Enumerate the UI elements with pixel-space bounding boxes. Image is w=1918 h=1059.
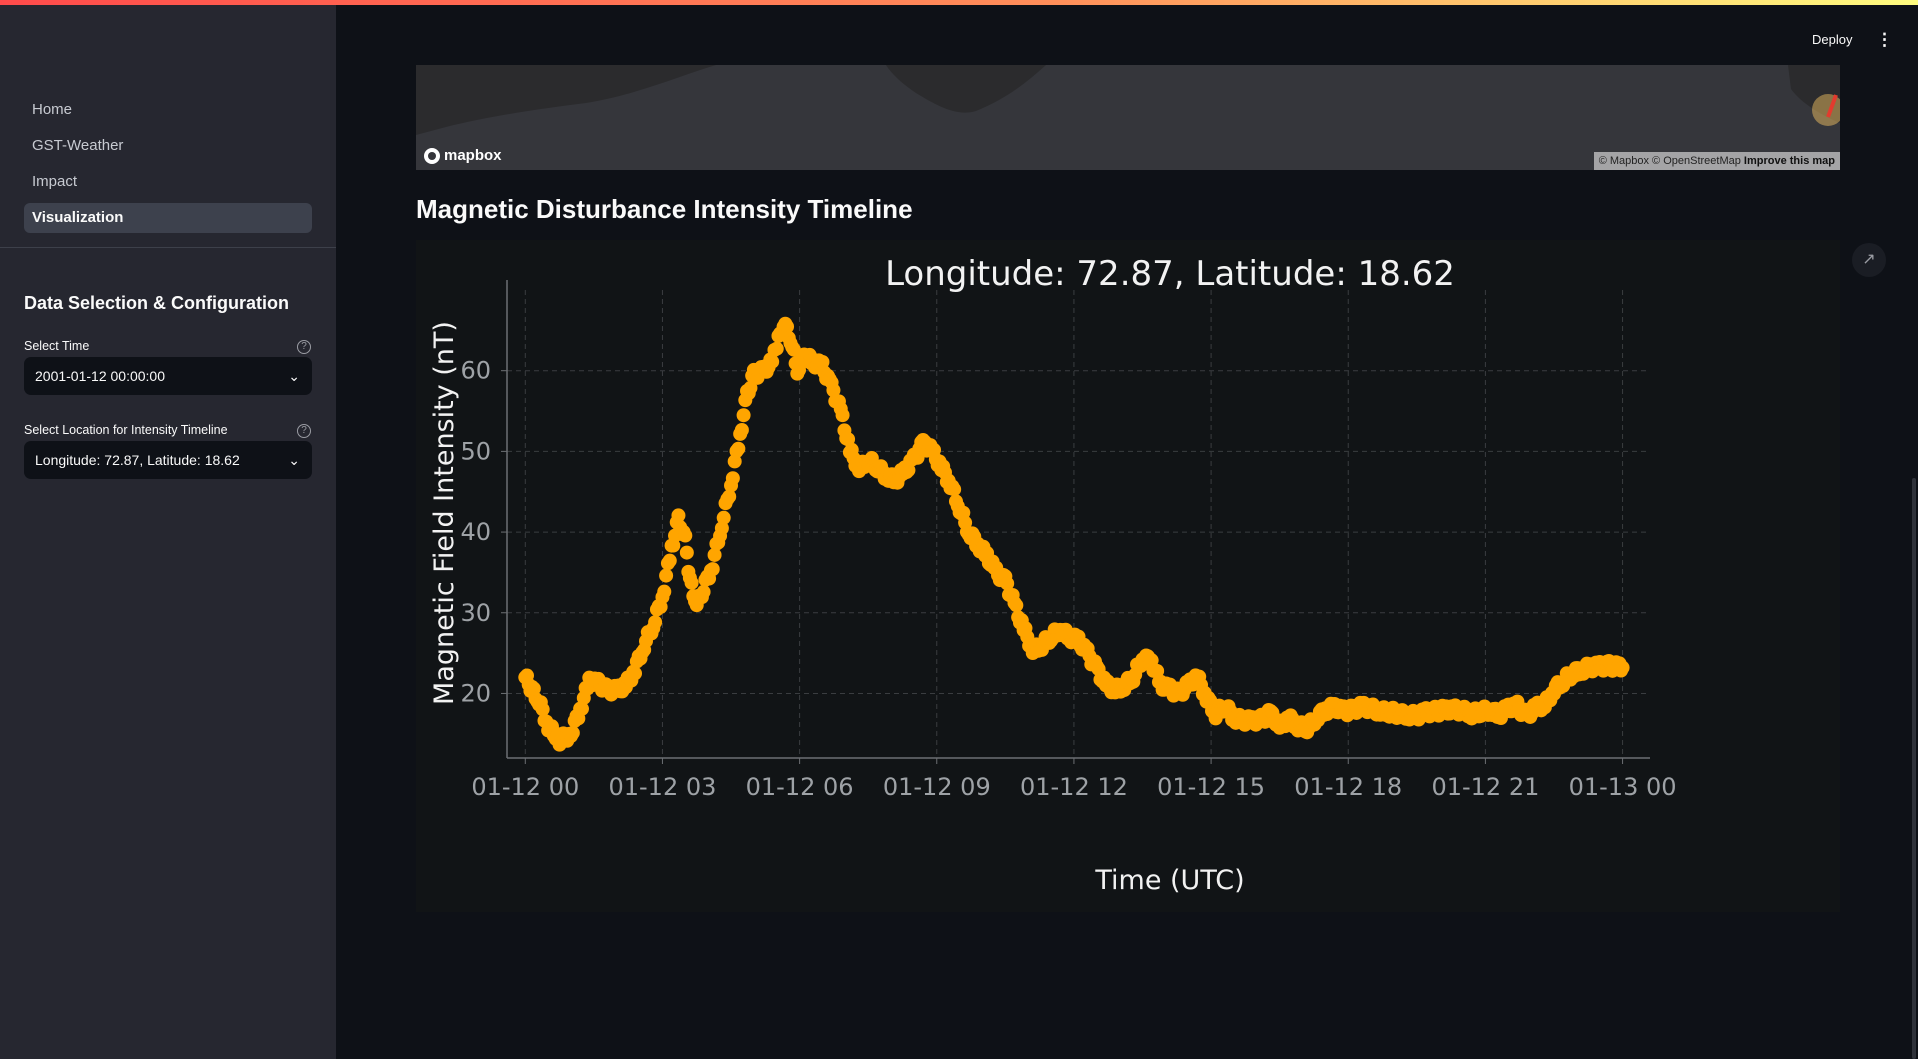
sidebar-divider xyxy=(0,247,336,248)
chart-grid xyxy=(507,290,1650,758)
data-point xyxy=(684,575,699,590)
help-icon[interactable]: ? xyxy=(297,424,311,438)
time-select-value: 2001-01-12 00:00:00 xyxy=(35,368,165,384)
data-point xyxy=(659,568,674,583)
top-decoration-bar xyxy=(0,0,1918,5)
x-tick-label: 01-12 03 xyxy=(608,773,716,801)
data-point xyxy=(628,666,643,681)
data-point xyxy=(815,354,830,369)
sidebar-item-visualization[interactable]: Visualization xyxy=(24,203,312,233)
data-point xyxy=(841,432,856,447)
time-select-label: Select Time xyxy=(24,339,90,353)
data-point xyxy=(722,489,737,504)
expand-icon[interactable]: ↗ xyxy=(1852,243,1886,277)
x-tick-label: 01-12 09 xyxy=(883,773,991,801)
x-tick-label: 01-12 00 xyxy=(471,773,579,801)
chevron-down-icon: ⌄ xyxy=(288,368,300,384)
sidebar-nav: Home GST-Weather Impact Visualization xyxy=(24,95,312,239)
data-point xyxy=(736,408,751,423)
y-tick-label: 50 xyxy=(460,437,491,465)
section-title: Magnetic Disturbance Intensity Timeline xyxy=(416,194,913,224)
data-point xyxy=(1009,598,1024,613)
data-point xyxy=(769,341,784,356)
data-point xyxy=(714,521,729,536)
mapbox-logo[interactable]: mapbox xyxy=(424,147,502,164)
x-tick-label: 01-12 18 xyxy=(1294,773,1402,801)
chart-ticks: 01-12 00 01-12 03 01-12 06 01-12 09 01-12 12… xyxy=(460,357,1676,801)
location-select[interactable]: Longitude: 72.87, Latitude: 18.62 ⌄ xyxy=(24,441,312,479)
sidebar-section-title: Data Selection & Configuration xyxy=(24,293,290,313)
y-axis-label: Magnetic Field Intensity (nT) xyxy=(429,321,460,705)
x-tick-label: 01-12 21 xyxy=(1431,773,1539,801)
sidebar: Home GST-Weather Impact Visualization Da… xyxy=(0,5,336,1059)
data-point xyxy=(780,319,795,334)
data-point xyxy=(679,545,694,560)
help-icon[interactable]: ? xyxy=(297,340,311,354)
time-select[interactable]: 2001-01-12 00:00:00 ⌄ xyxy=(24,357,312,395)
data-point xyxy=(725,471,740,486)
mapbox-logo-icon xyxy=(424,147,440,164)
chart-card: Longitude: 72.87, Latitude: 18.62 01-12 … xyxy=(416,240,1840,912)
x-tick-label: 01-12 12 xyxy=(1020,773,1128,801)
sidebar-item-impact[interactable]: Impact xyxy=(32,173,78,190)
x-tick-label: 01-12 06 xyxy=(746,773,854,801)
data-point xyxy=(743,380,758,395)
data-point xyxy=(574,701,589,716)
y-tick-label: 60 xyxy=(460,357,491,385)
data-point xyxy=(671,508,686,523)
data-point xyxy=(678,528,693,543)
data-point xyxy=(526,681,541,696)
data-point xyxy=(826,383,841,398)
data-point xyxy=(765,354,780,369)
data-point xyxy=(947,482,962,497)
data-point xyxy=(648,615,663,630)
data-point xyxy=(657,584,672,599)
intensity-timeline-chart: Longitude: 72.87, Latitude: 18.62 01-12 … xyxy=(429,254,1677,896)
improve-map-link[interactable]: Improve this map xyxy=(1743,155,1835,167)
data-point xyxy=(565,725,580,740)
data-point xyxy=(1615,660,1630,675)
sidebar-item-home[interactable]: Home xyxy=(32,101,73,118)
deploy-button[interactable]: Deploy xyxy=(1812,32,1853,47)
data-point xyxy=(716,510,731,525)
map-view[interactable]: mapbox © Mapbox © OpenStreetMap Improve … xyxy=(416,65,1840,170)
x-tick-label: 01-13 00 xyxy=(1569,773,1677,801)
y-tick-label: 20 xyxy=(460,679,491,707)
chart-title: Longitude: 72.87, Latitude: 18.62 xyxy=(885,254,1455,294)
x-axis-label: Time (UTC) xyxy=(1094,865,1244,896)
data-point xyxy=(1150,663,1165,678)
location-select-label: Select Location for Intensity Timeline xyxy=(24,423,228,437)
y-tick-label: 40 xyxy=(460,518,491,546)
data-point xyxy=(734,422,749,437)
data-point xyxy=(835,408,850,423)
location-select-value: Longitude: 72.87, Latitude: 18.62 xyxy=(35,452,240,468)
chart-axes xyxy=(506,280,1650,759)
data-point xyxy=(705,562,720,577)
sidebar-item-gst-weather[interactable]: GST-Weather xyxy=(32,137,124,154)
chevron-down-icon: ⌄ xyxy=(288,452,300,468)
data-point xyxy=(696,584,711,599)
x-tick-label: 01-12 15 xyxy=(1157,773,1265,801)
data-point xyxy=(1000,576,1015,591)
data-point xyxy=(707,547,722,562)
kebab-menu-icon[interactable]: ⋮ xyxy=(1876,30,1893,49)
data-point xyxy=(535,702,550,717)
chart-series xyxy=(518,316,1630,752)
scrollbar[interactable] xyxy=(1912,478,1916,1059)
map-landmass xyxy=(416,65,1840,135)
data-point xyxy=(662,553,677,568)
data-point xyxy=(731,441,746,456)
map-attribution: © Mapbox © OpenStreetMap Improve this ma… xyxy=(1593,152,1840,170)
mapbox-logo-text: mapbox xyxy=(444,147,502,164)
attribution-text[interactable]: © Mapbox © OpenStreetMap xyxy=(1598,155,1741,167)
y-tick-label: 30 xyxy=(460,599,491,627)
